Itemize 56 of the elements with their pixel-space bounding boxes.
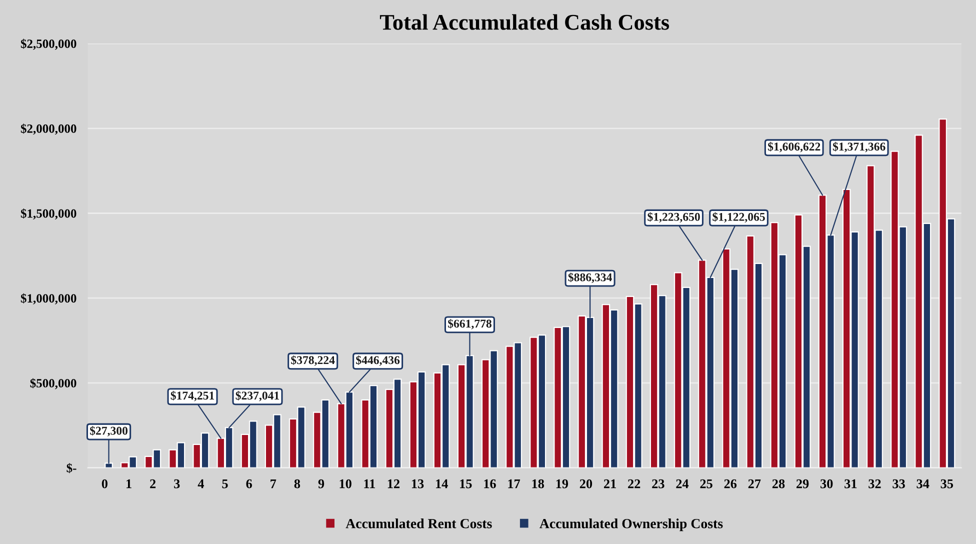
x-tick-label: 3 [174,479,180,488]
y-tick-label: $500,000 [30,378,76,390]
data-label: $174,251 [170,390,214,402]
x-tick-label: 18 [532,479,544,488]
data-label: $27,300 [90,426,128,436]
x-tick-label: 7 [270,479,276,488]
x-tick-label: 35 [940,479,954,488]
chart-title: Total Accumulated Cash Costs [380,14,670,30]
data-label: $237,041 [236,390,280,402]
x-tick-label: 2 [150,479,156,488]
x-tick-label: 31 [844,479,857,488]
data-label: $1,122,065 [712,212,765,223]
x-tick-label: 9 [318,479,324,488]
x-tick-label: 32 [868,479,881,488]
x-tick-label: 13 [412,479,424,488]
y-tick-label: $2,000,000 [20,124,76,135]
x-tick-label: 0 [102,479,108,488]
data-label: $1,606,622 [768,142,820,152]
x-tick-label: 14 [436,479,448,488]
x-tick-label: 1 [126,479,132,488]
data-label: $1,223,650 [648,212,700,223]
x-tick-label: 29 [796,479,809,488]
x-tick-label: 11 [364,479,375,488]
x-tick-label: 27 [748,479,761,488]
x-tick-label: 8 [294,479,300,488]
x-tick-label: 25 [700,479,712,488]
x-tick-label: 23 [652,479,664,488]
x-tick-label: 28 [772,479,785,488]
x-tick-label: 22 [628,479,640,488]
y-tick-label: $2,500,000 [20,38,76,50]
x-tick-label: 24 [676,479,689,488]
x-tick-label: 6 [246,479,252,488]
y-tick-label: $1,000,000 [20,293,76,304]
legend-label: Accumulated Ownership Costs [540,518,723,532]
y-tick-label: $1,500,000 [20,208,76,220]
x-tick-label: 17 [508,479,520,488]
legend-label: Accumulated Rent Costs [346,518,492,528]
x-tick-label: 30 [820,479,833,488]
x-tick-label: 19 [556,479,568,488]
y-tick-label: $- [66,463,76,474]
x-tick-label: 16 [484,479,496,488]
x-tick-label: 33 [892,479,905,488]
x-tick-label: 20 [580,479,592,488]
data-label: $1,371,366 [832,142,886,152]
x-tick-label: 34 [916,479,930,488]
x-tick-label: 21 [604,479,616,488]
x-tick-label: 26 [724,479,737,488]
x-tick-label: 4 [198,479,204,488]
x-tick-label: 10 [340,479,352,488]
x-tick-label: 5 [222,479,228,488]
data-label: $378,224 [291,355,335,366]
x-tick-label: 15 [460,479,472,488]
data-label: $886,334 [568,272,612,283]
data-label: $661,778 [448,318,492,330]
data-label: $446,436 [356,355,400,366]
x-tick-label: 12 [388,479,400,488]
